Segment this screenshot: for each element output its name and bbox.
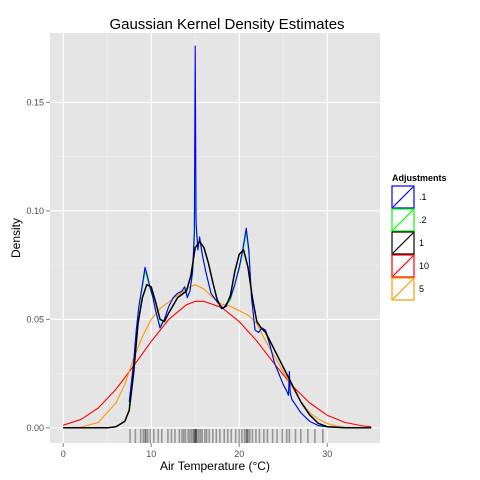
legend-key-line — [392, 209, 414, 231]
legend-item: 1 — [391, 231, 424, 255]
legend-label: .1 — [419, 192, 427, 202]
legend-key-line — [392, 186, 414, 208]
series-line-10 — [63, 300, 372, 428]
x-tick-label: 0 — [61, 449, 66, 459]
legend-item: .2 — [391, 208, 427, 232]
chart-title: Gaussian Kernel Density Estimates — [109, 16, 344, 33]
y-tick-label: 0.15 — [26, 97, 44, 107]
rug-marks — [129, 429, 324, 443]
x-tick-label: 10 — [146, 449, 156, 459]
legend-item: 10 — [391, 254, 429, 278]
y-tick-label: 0.10 — [26, 206, 44, 216]
legend-item: 5 — [391, 277, 424, 301]
legend-key-line — [392, 255, 414, 277]
legend-key-line — [392, 278, 414, 300]
axis-ticks: 0 10 20 30 0.00 0.05 0.10 0.15 — [26, 97, 332, 459]
legend-title: Adjustments — [392, 173, 447, 183]
y-tick-label: 0.00 — [26, 423, 44, 433]
series-line-1 — [63, 240, 372, 429]
legend-item: .1 — [391, 185, 427, 209]
legend-label: .2 — [419, 215, 427, 225]
legend-label: 5 — [419, 284, 424, 294]
y-axis-label: Density — [9, 218, 23, 258]
series-line-5 — [63, 284, 372, 429]
y-tick-label: 0.05 — [26, 314, 44, 324]
legend-label: 1 — [419, 238, 424, 248]
x-tick-label: 20 — [234, 449, 244, 459]
legend-label: 10 — [419, 261, 429, 271]
series-line-p1 — [128, 45, 372, 429]
density-series — [63, 45, 372, 429]
legend: Adjustments .1 .2 1 10 5 — [391, 173, 447, 301]
x-axis-label: Air Temperature (°C) — [160, 459, 270, 473]
x-tick-label: 30 — [322, 449, 332, 459]
legend-key-line — [392, 232, 414, 254]
plot-panel — [50, 33, 380, 443]
